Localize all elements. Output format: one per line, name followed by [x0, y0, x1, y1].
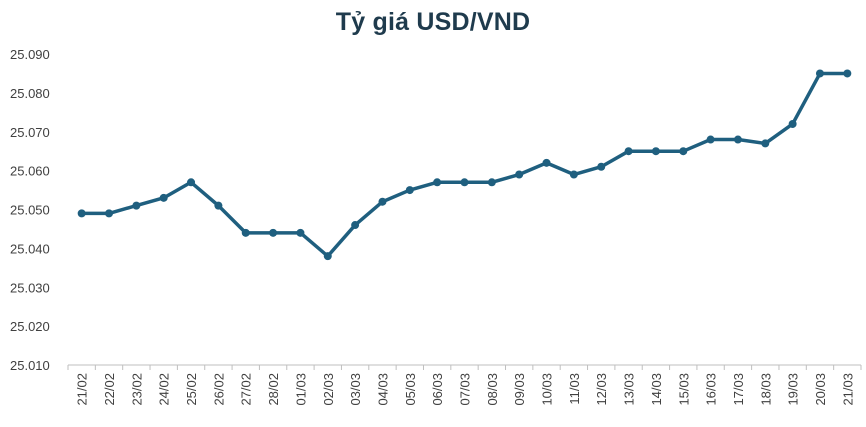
x-tick-label: 10/03	[540, 373, 555, 406]
y-tick-label: 25.050	[10, 203, 50, 218]
data-point	[815, 69, 824, 78]
y-tick-label: 25.020	[10, 319, 50, 334]
data-point	[788, 119, 797, 128]
data-point	[843, 69, 852, 78]
y-tick-label: 25.030	[10, 280, 50, 295]
x-tick-label: 25/02	[184, 373, 199, 406]
x-tick-label: 26/02	[211, 373, 226, 406]
y-tick-label: 25.090	[10, 47, 50, 62]
y-tick-label: 25.070	[10, 125, 50, 140]
data-point	[405, 186, 414, 195]
x-tick-label: 08/03	[485, 373, 500, 406]
x-tick-label: 28/02	[266, 373, 281, 406]
data-point	[460, 178, 469, 187]
y-tick-label: 25.080	[10, 86, 50, 101]
x-tick-label: 21/02	[75, 373, 90, 406]
x-tick-label: 13/03	[622, 373, 637, 406]
x-tick-label: 11/03	[567, 373, 582, 405]
x-tick-label: 07/03	[458, 373, 473, 406]
data-point	[761, 139, 770, 148]
chart-title: Tỷ giá USD/VND	[335, 8, 531, 36]
data-point	[378, 197, 387, 206]
data-point	[515, 170, 524, 179]
x-tick-label: 03/03	[348, 373, 363, 406]
data-point	[105, 209, 114, 218]
data-point	[733, 135, 742, 144]
y-axis: 25.010 25.020 25.030 25.040 25.050 25.060 25.0…	[10, 47, 50, 373]
x-tick-label: 04/03	[375, 373, 390, 406]
data-point	[132, 201, 141, 210]
data-point	[651, 147, 660, 156]
data-point	[296, 228, 305, 237]
x-tick-label: 21/03	[840, 373, 855, 406]
x-axis: 21/02 22/02 23/02 24/02 25/02 26/02 27/02 28/02…	[67, 364, 862, 406]
data-point	[487, 178, 496, 187]
data-point	[679, 147, 688, 156]
data-point	[569, 170, 578, 179]
x-tick-label: 14/03	[649, 373, 664, 406]
x-tick-label: 16/03	[704, 373, 719, 406]
x-tick-label: 23/02	[129, 373, 144, 406]
y-tick-label: 25.010	[10, 358, 50, 373]
data-point	[624, 147, 633, 156]
data-point	[597, 162, 606, 171]
x-tick-label: 24/02	[157, 373, 172, 406]
x-tick-label: 05/03	[403, 373, 418, 406]
x-tick-label: 09/03	[512, 373, 527, 406]
x-tick-label: 06/03	[430, 373, 445, 406]
data-point	[77, 209, 86, 218]
x-tick-label: 18/03	[758, 373, 773, 406]
x-tick-label: 12/03	[594, 373, 609, 406]
x-tick-label: 02/03	[321, 373, 336, 406]
data-point	[159, 193, 168, 202]
data-point	[706, 135, 715, 144]
series-layer	[77, 69, 852, 261]
data-point	[433, 178, 442, 187]
x-tick-label: 27/02	[239, 373, 254, 406]
data-point	[323, 252, 332, 261]
x-tick-label: 19/03	[786, 373, 801, 406]
x-tick-label: 17/03	[731, 373, 746, 406]
data-point	[269, 228, 278, 237]
y-tick-label: 25.060	[10, 164, 50, 179]
x-tick-label: 22/02	[102, 373, 117, 406]
x-tick-label: 20/03	[813, 373, 828, 406]
data-point	[187, 178, 196, 187]
series-line	[79, 71, 850, 258]
data-point	[351, 221, 360, 230]
y-tick-label: 25.040	[10, 241, 50, 256]
x-tick-label: 01/03	[293, 373, 308, 406]
data-point	[542, 158, 551, 167]
data-point	[241, 228, 250, 237]
data-point	[214, 201, 223, 210]
x-tick-label: 15/03	[676, 373, 691, 406]
